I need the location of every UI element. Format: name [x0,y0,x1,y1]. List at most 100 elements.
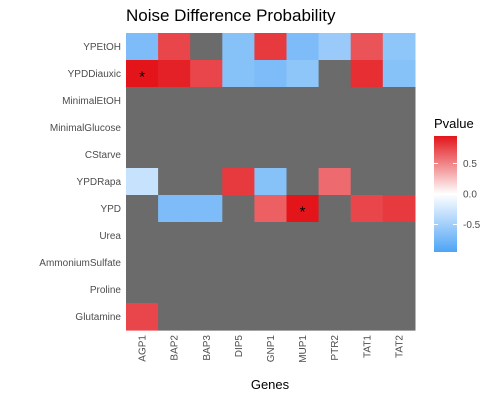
heatmap-cell [126,114,159,142]
x-tick-label: BAP3 [202,335,213,361]
heatmap-cell [190,276,223,304]
y-tick-label: YPDDiauxic [68,69,121,80]
chart-title: Noise Difference Probability [126,6,336,25]
legend-title: Pvalue [434,116,474,131]
x-tick-label: GNP1 [266,335,277,363]
heatmap-cell [126,276,159,304]
heatmap-cell [190,141,223,169]
heatmap-cell [222,141,255,169]
heatmap-cell [350,195,384,223]
y-tick-label: CStarve [85,150,122,161]
heatmap-cell [190,303,223,331]
y-tick-label: MinimalGlucose [50,123,122,134]
heatmap-cell [318,276,352,304]
heatmap-cell [254,141,288,169]
x-tick-label: MUP1 [298,335,309,363]
heatmap-cell [126,33,159,61]
legend-colorbar [434,136,457,252]
heatmap-cell [286,195,320,223]
heatmap-cell [254,168,288,196]
heatmap-cell [126,60,159,88]
x-tick-label: PTR2 [330,335,341,361]
heatmap-cell [350,168,384,196]
heatmap-cell [254,33,288,61]
heatmap-cell [126,222,159,250]
legend-tick-label: 0.5 [463,159,477,170]
heatmap-cell [158,114,191,142]
heatmap-cell [286,33,320,61]
heatmap-cell [254,249,288,277]
y-tick-label: Glutamine [75,312,121,323]
heatmap-cell [254,276,288,304]
heatmap-cell [286,303,320,331]
significance-marker: * [139,69,145,86]
heatmap-cell [190,222,223,250]
heatmap-cell [222,276,255,304]
heatmap-cell [254,222,288,250]
x-axis-title: Genes [251,377,290,392]
heatmap-cell [190,114,223,142]
heatmap-cell [222,249,255,277]
heatmap-cell [286,114,320,142]
heatmap-cell [350,87,384,115]
heatmap-cell [286,249,320,277]
heatmap-cell [190,249,223,277]
heatmap-cell [126,303,159,331]
heatmap-cell [318,303,352,331]
heatmap-cell [126,87,159,115]
heatmap-cell [382,141,416,169]
y-tick-label: Proline [90,285,122,296]
y-tick-label: AmmoniumSulfate [39,258,121,269]
heatmap-cell [190,33,223,61]
legend-tick-label: -0.5 [463,220,481,231]
heatmap-cell [254,60,288,88]
heatmap-cell [350,141,384,169]
heatmap-cell [254,114,288,142]
legend-tick-label: 0.0 [463,190,477,201]
heatmap-cell [222,303,255,331]
heatmap-cell [382,249,416,277]
heatmap-cell [318,60,352,88]
heatmap-cell [382,33,416,61]
heatmap-cell [318,195,352,223]
heatmap-cell [382,168,416,196]
heatmap-cell [222,195,255,223]
x-tick-label: TAT1 [362,335,373,358]
heatmap-cell [158,168,191,196]
heatmap-cell [350,222,384,250]
heatmap-cell [350,114,384,142]
heatmap-cell [318,168,352,196]
heatmap-cell [158,303,191,331]
legend-ticks: 0.5 0.0 -0.5 [434,159,481,231]
heatmap-cell [158,87,191,115]
heatmap-cell [382,195,416,223]
heatmap-cell [382,87,416,115]
heatmap-cell [350,276,384,304]
x-tick-label: TAT2 [394,335,405,358]
heatmap-cell [286,222,320,250]
heatmap-cell [318,87,352,115]
heatmap-cell [190,87,223,115]
heatmap-cell [126,141,159,169]
y-tick-label: MinimalEtOH [62,96,121,107]
heatmap-cells: ** [126,33,416,331]
x-tick-label: DIP5 [234,335,245,358]
significance-marker: * [300,204,306,221]
heatmap-cell [190,168,223,196]
heatmap-cell [254,195,288,223]
heatmap-cell [222,33,255,61]
heatmap-cell [254,87,288,115]
heatmap-cell [286,141,320,169]
heatmap-cell [126,195,159,223]
heatmap-cell [222,222,255,250]
heatmap-cell [158,249,191,277]
heatmap-cell [382,276,416,304]
y-tick-label: Urea [99,231,121,242]
y-tick-label: YPEtOH [83,42,121,53]
heatmap-cell [222,168,255,196]
heatmap-cell [158,141,191,169]
heatmap-cell [158,60,191,88]
heatmap-cell [350,60,384,88]
heatmap-cell [158,222,191,250]
